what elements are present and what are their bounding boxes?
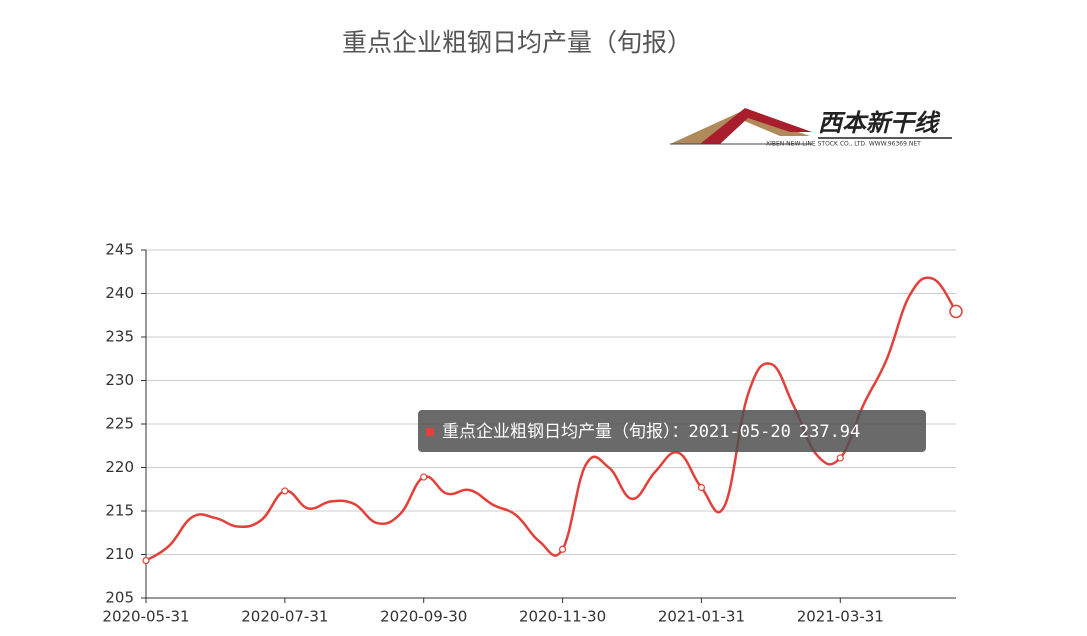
logo-tagline: XIBEN NEW LINE STOCK CO., LTD. WWW.96369… xyxy=(766,141,921,148)
x-tick-label: 2020-11-30 xyxy=(519,608,606,626)
y-tick-label: 210 xyxy=(105,545,134,563)
chart-title: 重点企业粗钢日均产量（旬报） xyxy=(342,28,692,57)
tooltip-swatch xyxy=(426,428,434,436)
hover-point xyxy=(949,304,963,319)
point xyxy=(697,483,706,492)
y-tick-label: 245 xyxy=(105,241,134,259)
y-tick-label: 215 xyxy=(105,502,134,520)
logo: 西本新干线 XIBEN NEW LINE STOCK CO., LTD. WWW… xyxy=(670,108,952,148)
point xyxy=(558,545,567,553)
tooltip-text: 重点企业粗钢日均产量（旬报）：2021-05-20 237.94 xyxy=(442,422,860,442)
tooltip-series: 重点企业粗钢日均产量（旬报） xyxy=(442,422,672,442)
tooltip: 重点企业粗钢日均产量（旬报）：2021-05-20 237.94 xyxy=(418,410,926,452)
y-tick-label: 230 xyxy=(105,371,134,389)
y-tick-label: 235 xyxy=(105,328,134,346)
point xyxy=(836,454,844,462)
tooltip-box xyxy=(418,410,926,452)
x-tick-label: 2021-03-31 xyxy=(797,608,884,626)
y-tick-label: 205 xyxy=(105,589,134,607)
y-tick-label: 225 xyxy=(105,415,134,433)
y-tick-label: 240 xyxy=(105,284,134,302)
tooltip-sep: ： xyxy=(672,422,689,442)
point xyxy=(281,487,289,495)
x-tick-label: 2020-09-30 xyxy=(380,608,467,626)
tooltip-value: 237.94 xyxy=(799,422,860,442)
tooltip-date: 2021-05-20 xyxy=(689,422,791,442)
point xyxy=(142,556,150,565)
x-tick-label: 2020-05-31 xyxy=(102,608,189,626)
point xyxy=(420,473,428,481)
x-tick-label: 2020-07-31 xyxy=(241,608,328,626)
x-tick-label: 2021-01-31 xyxy=(658,608,745,626)
y-tick-label: 220 xyxy=(105,458,134,476)
logo-name: 西本新干线 xyxy=(818,109,941,137)
